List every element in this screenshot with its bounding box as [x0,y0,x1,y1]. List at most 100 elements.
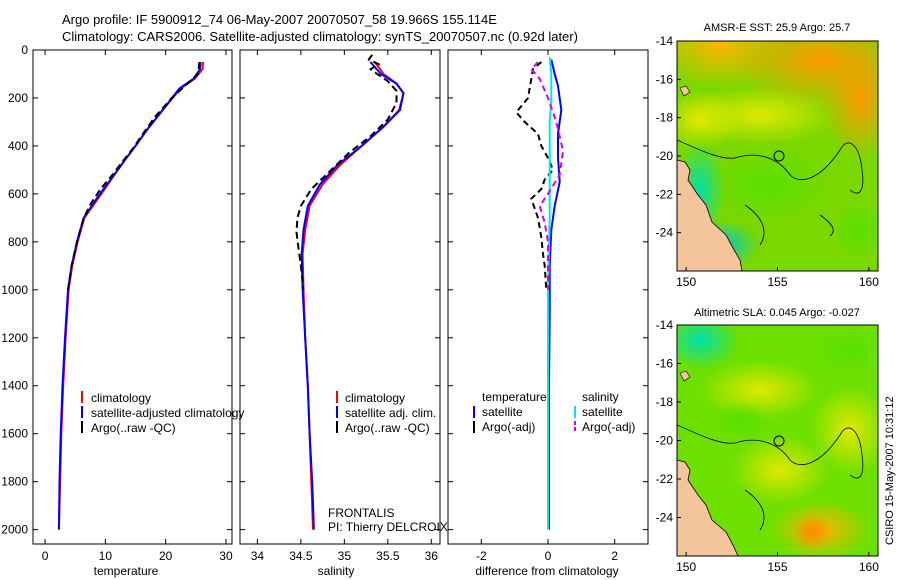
series-line-climatology [301,61,405,530]
temperature-lines [57,61,205,530]
difference-legend: temperature satellite Argo(-adj) salinit… [473,390,635,434]
salinity-panel: 34 34.5 35 35.5 36 salinity climatology sate… [239,49,448,578]
map-x-tick-label: 160 [859,560,879,574]
sst-map-panel: AMSR-E SST: 25.9 Argo: 25.7 150 155 160 -14… [656,22,880,289]
x-tick-label: 34 [251,549,265,563]
map-x-tick-label: 150 [676,560,696,574]
legend-label-argo: Argo(..raw -QC) [345,421,430,435]
salinity-lines [295,54,405,530]
y-tick-label: 1200 [1,331,28,345]
y-tick-label: 2000 [1,523,28,537]
title-line2: Climatology: CARS2006. Satellite-adjuste… [62,29,578,44]
legend-label-climatology: climatology [345,391,405,405]
legend-label-satellite: satellite-adjusted climatology [91,406,244,420]
map-x-tick-label: 160 [859,275,879,289]
y-tick-label: 400 [8,139,28,153]
pi-name: PI: Thierry DELCROIX [328,520,448,534]
float-marker [773,150,785,162]
legend-label-climatology: climatology [91,391,151,405]
map-y-tick-label: -16 [656,72,674,86]
temperature-xlabel: temperature [94,564,159,578]
bathymetry-contour [677,424,864,531]
sla-map-field [677,325,878,556]
difference-xlabel: difference from climatology [475,564,618,578]
series-line-salinity-argo-adj [530,61,564,290]
salinity-legend: climatology satellite adj. clim. Argo(..… [336,391,436,435]
bathymetry-contour [677,139,864,246]
map-y-tick-label: -14 [656,318,674,332]
y-tick-label: 1000 [1,283,28,297]
series-line-argo-raw-qc [295,54,398,290]
difference-lines [515,57,564,530]
y-tick-label: 200 [8,91,28,105]
legend-heading-temperature: temperature [482,390,547,404]
map-y-tick-label: -16 [656,357,674,371]
sla-map-panel: Altimetric SLA: 0.045 Argo: -0.027 150 15… [656,307,880,574]
legend-label-satellite: satellite adj. clim. [345,406,436,420]
y-tick-label: 1800 [1,475,28,489]
legend-label-sal-satellite: satellite [582,405,623,419]
difference-panel: -2 0 2 difference from climatology tempera… [447,49,649,578]
legend-label-temp-argo: Argo(-adj) [482,420,535,434]
map-y-tick-label: -20 [656,149,674,163]
x-tick-label: 36 [425,549,439,563]
series-line-climatology [57,61,205,530]
land-islet [679,85,691,97]
map-y-tick-label: -18 [656,111,674,125]
salinity-xlabel: salinity [318,564,355,578]
title-line1: Argo profile: IF 5900912_74 06-May-2007 … [62,12,497,27]
temperature-axes-frame [32,49,233,545]
series-line-argo-raw-qc [67,61,201,290]
y-tick-label: 600 [8,187,28,201]
land-mass [677,459,739,556]
legend-label-sal-argo: Argo(-adj) [582,420,635,434]
y-tick-label: 0 [21,43,28,57]
sst-map-title: AMSR-E SST: 25.9 Argo: 25.7 [704,22,851,34]
y-tick-label: 1400 [1,379,28,393]
temperature-panel: 0 10 20 30 0 200 400 600 800 1000 1200 1400 1600 1800… [1,43,244,578]
map-y-tick-label: -20 [656,434,674,448]
temperature-legend: climatology satellite-adjusted climatolo… [81,391,244,435]
series-line-satellite-adj-clim [300,61,405,530]
map-x-tick-label: 155 [767,275,787,289]
x-tick-label: 0 [42,549,49,563]
sla-map-title: Altimetric SLA: 0.045 Argo: -0.027 [694,307,860,319]
map-x-tick-label: 150 [676,275,696,289]
x-tick-label: 34.5 [289,549,313,563]
series-line-temperature-satellite [548,59,563,530]
x-tick-label: 30 [219,549,233,563]
sla-map-ticks: 150 155 160 -14 -16 -18 -20 -22 -24 [656,318,880,574]
map-x-tick-label: 155 [767,560,787,574]
y-tick-label: 1600 [1,427,28,441]
x-tick-label: -2 [476,549,487,563]
legend-label-argo: Argo(..raw -QC) [91,421,176,435]
land-islet [679,370,691,382]
generated-stamp: CSIRO 15-May-2007 10:31:12 [884,396,896,545]
series-line-satellite-adjusted-climatology [57,61,202,530]
map-y-tick-label: -24 [656,511,674,525]
map-y-tick-label: -18 [656,395,674,409]
map-y-tick-label: -22 [656,187,674,201]
map-y-tick-label: -22 [656,472,674,486]
sst-map-ticks: 150 155 160 -14 -16 -18 -20 -22 -24 [656,34,880,289]
salinity-axes-frame [239,49,441,545]
land-mass [677,159,743,271]
salinity-ticks: 34 34.5 35 35.5 36 [240,49,440,563]
map-y-tick-label: -24 [656,226,674,240]
sst-map-field [677,41,878,271]
float-marker [773,435,785,447]
legend-heading-salinity: salinity [582,390,619,404]
x-tick-label: 2 [611,549,618,563]
difference-ticks: -2 0 2 [448,49,648,563]
x-tick-label: 10 [99,549,113,563]
x-tick-label: 35.5 [376,549,400,563]
temperature-ticks: 0 10 20 30 0 200 400 600 800 1000 1200 1400 1600 1800… [1,43,233,563]
x-tick-label: 0 [545,549,552,563]
project-name: FRONTALIS [328,506,394,520]
x-tick-label: 35 [338,549,352,563]
map-y-tick-label: -14 [656,34,674,48]
y-tick-label: 800 [8,235,28,249]
legend-label-temp-satellite: satellite [482,405,523,419]
x-tick-label: 20 [159,549,173,563]
